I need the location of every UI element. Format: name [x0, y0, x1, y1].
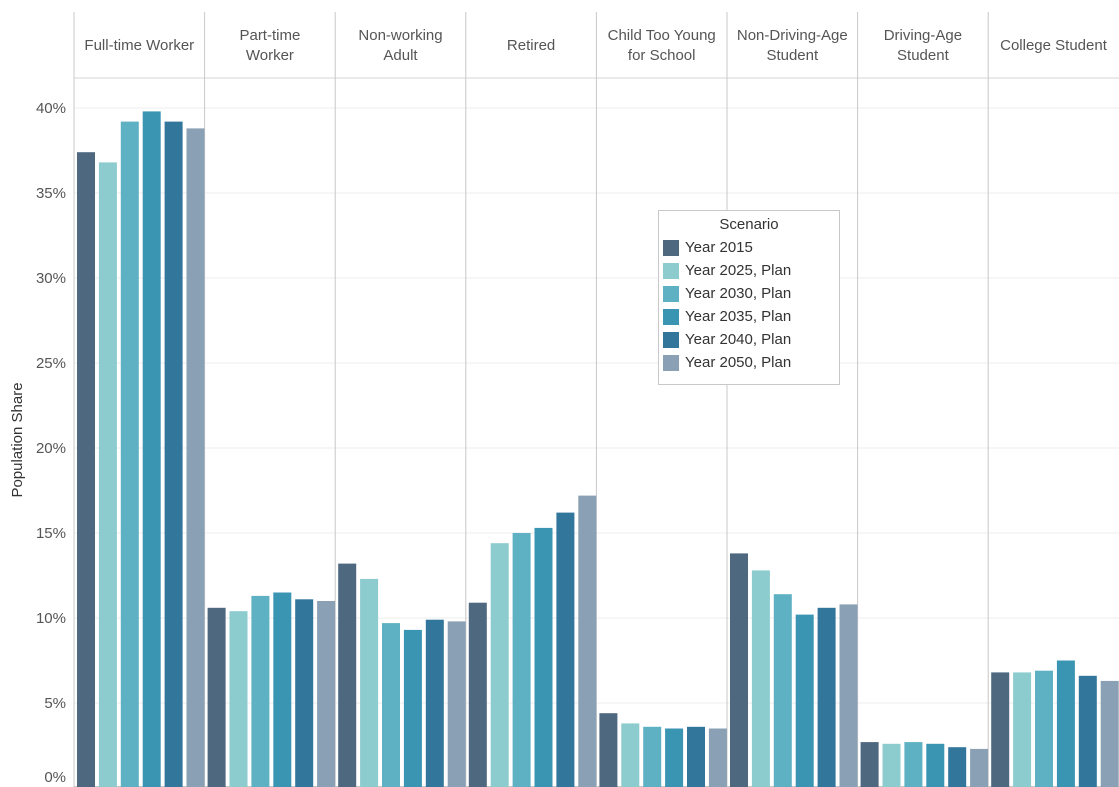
- bar: [817, 607, 836, 787]
- bar: [1035, 670, 1053, 787]
- category-header-label: Student: [897, 47, 950, 64]
- category-header-label: College Student: [1000, 37, 1108, 54]
- bar: [860, 742, 879, 787]
- y-tick-label: 30%: [36, 270, 66, 287]
- bar: [1100, 680, 1119, 787]
- bar: [207, 607, 226, 787]
- legend-items: Year 2015 Year 2025, Plan Year 2030, Plan Y…: [659, 236, 839, 374]
- legend-item: Year 2025, Plan: [659, 259, 839, 282]
- bar: [687, 726, 705, 787]
- bar: [578, 495, 597, 787]
- category-header-label: Part-time: [239, 27, 300, 44]
- category-header-label: Non-working: [358, 27, 442, 44]
- bar: [556, 512, 575, 787]
- category-header-label: Full-time Worker: [84, 37, 194, 54]
- y-tick-label: 0%: [44, 769, 66, 786]
- legend-label: Year 2030, Plan: [685, 285, 792, 302]
- legend-item: Year 2035, Plan: [659, 305, 839, 328]
- bar: [251, 595, 270, 787]
- bar: [447, 621, 466, 787]
- legend: Scenario Year 2015 Year 2025, Plan Year 20…: [658, 210, 840, 385]
- y-tick-label: 25%: [36, 355, 66, 372]
- bar: [1078, 675, 1097, 787]
- bar: [317, 601, 336, 787]
- y-tick-label: 10%: [36, 610, 66, 627]
- legend-label: Year 2040, Plan: [685, 331, 792, 348]
- bar: [991, 672, 1010, 787]
- category-header-label: Non-Driving-Age: [737, 27, 848, 44]
- bar: [98, 162, 117, 787]
- bar: [164, 121, 183, 787]
- bar: [468, 602, 487, 787]
- category-header-label: Retired: [507, 37, 555, 54]
- legend-item: Year 2050, Plan: [659, 351, 839, 374]
- category-header-label: Worker: [246, 47, 294, 64]
- legend-label: Year 2025, Plan: [685, 262, 792, 279]
- legend-item: Year 2040, Plan: [659, 328, 839, 351]
- legend-swatch: [663, 262, 679, 279]
- bar: [882, 743, 901, 787]
- bar: [948, 747, 967, 787]
- bar: [512, 533, 531, 787]
- bar: [773, 594, 792, 787]
- bar: [665, 728, 684, 787]
- legend-swatch: [663, 331, 679, 348]
- legend-label: Year 2035, Plan: [685, 308, 792, 325]
- legend-label: Year 2050, Plan: [685, 354, 792, 371]
- bar: [970, 748, 989, 787]
- bar: [338, 563, 357, 787]
- category-header-label: Student: [766, 47, 819, 64]
- legend-label: Year 2015: [685, 239, 753, 256]
- y-axis-title: Population Share: [9, 382, 26, 497]
- legend-item: Year 2015: [659, 236, 839, 259]
- legend-title: Scenario: [719, 216, 779, 233]
- bar: [273, 592, 292, 787]
- y-tick-label: 40%: [36, 100, 66, 117]
- y-axis-ticks: 0% 5% 10% 15% 20% 25% 30% 35% 40%: [36, 100, 66, 786]
- bar: [186, 128, 205, 787]
- bar: [77, 152, 95, 787]
- legend-swatch: [663, 354, 679, 371]
- legend-item: Year 2030, Plan: [659, 282, 839, 305]
- y-tick-label: 5%: [44, 695, 66, 712]
- bar: [1013, 672, 1032, 787]
- legend-swatch: [663, 308, 679, 325]
- bar: [403, 629, 422, 787]
- category-header-label: for School: [628, 47, 696, 64]
- bar: [425, 619, 444, 787]
- bar: [643, 726, 662, 787]
- bar: [708, 728, 727, 787]
- bar: [1056, 660, 1075, 787]
- bars: [77, 111, 1119, 787]
- bar: [926, 743, 945, 787]
- y-tick-label: 15%: [36, 525, 66, 542]
- bar: [730, 553, 748, 787]
- y-tick-label: 35%: [36, 185, 66, 202]
- bar: [751, 570, 770, 787]
- bar: [599, 713, 618, 787]
- category-headers: Full-time Worker Part-time Worker Non-worki…: [84, 27, 1107, 64]
- bar: [839, 604, 858, 787]
- y-tick-label: 20%: [36, 440, 66, 457]
- bar: [142, 111, 161, 787]
- legend-swatch: [663, 239, 679, 256]
- bar: [621, 723, 640, 787]
- bar: [229, 611, 248, 787]
- bar: [534, 527, 553, 787]
- bar: [360, 578, 379, 787]
- bar: [120, 121, 139, 787]
- bar: [490, 543, 509, 787]
- bar: [295, 599, 314, 787]
- category-header-label: Driving-Age: [884, 27, 962, 44]
- category-header-label: Child Too Young: [608, 27, 716, 44]
- category-header-label: Adult: [383, 47, 418, 64]
- bar: [795, 614, 814, 787]
- bar: [382, 623, 400, 787]
- bar: [904, 742, 923, 787]
- legend-swatch: [663, 285, 679, 302]
